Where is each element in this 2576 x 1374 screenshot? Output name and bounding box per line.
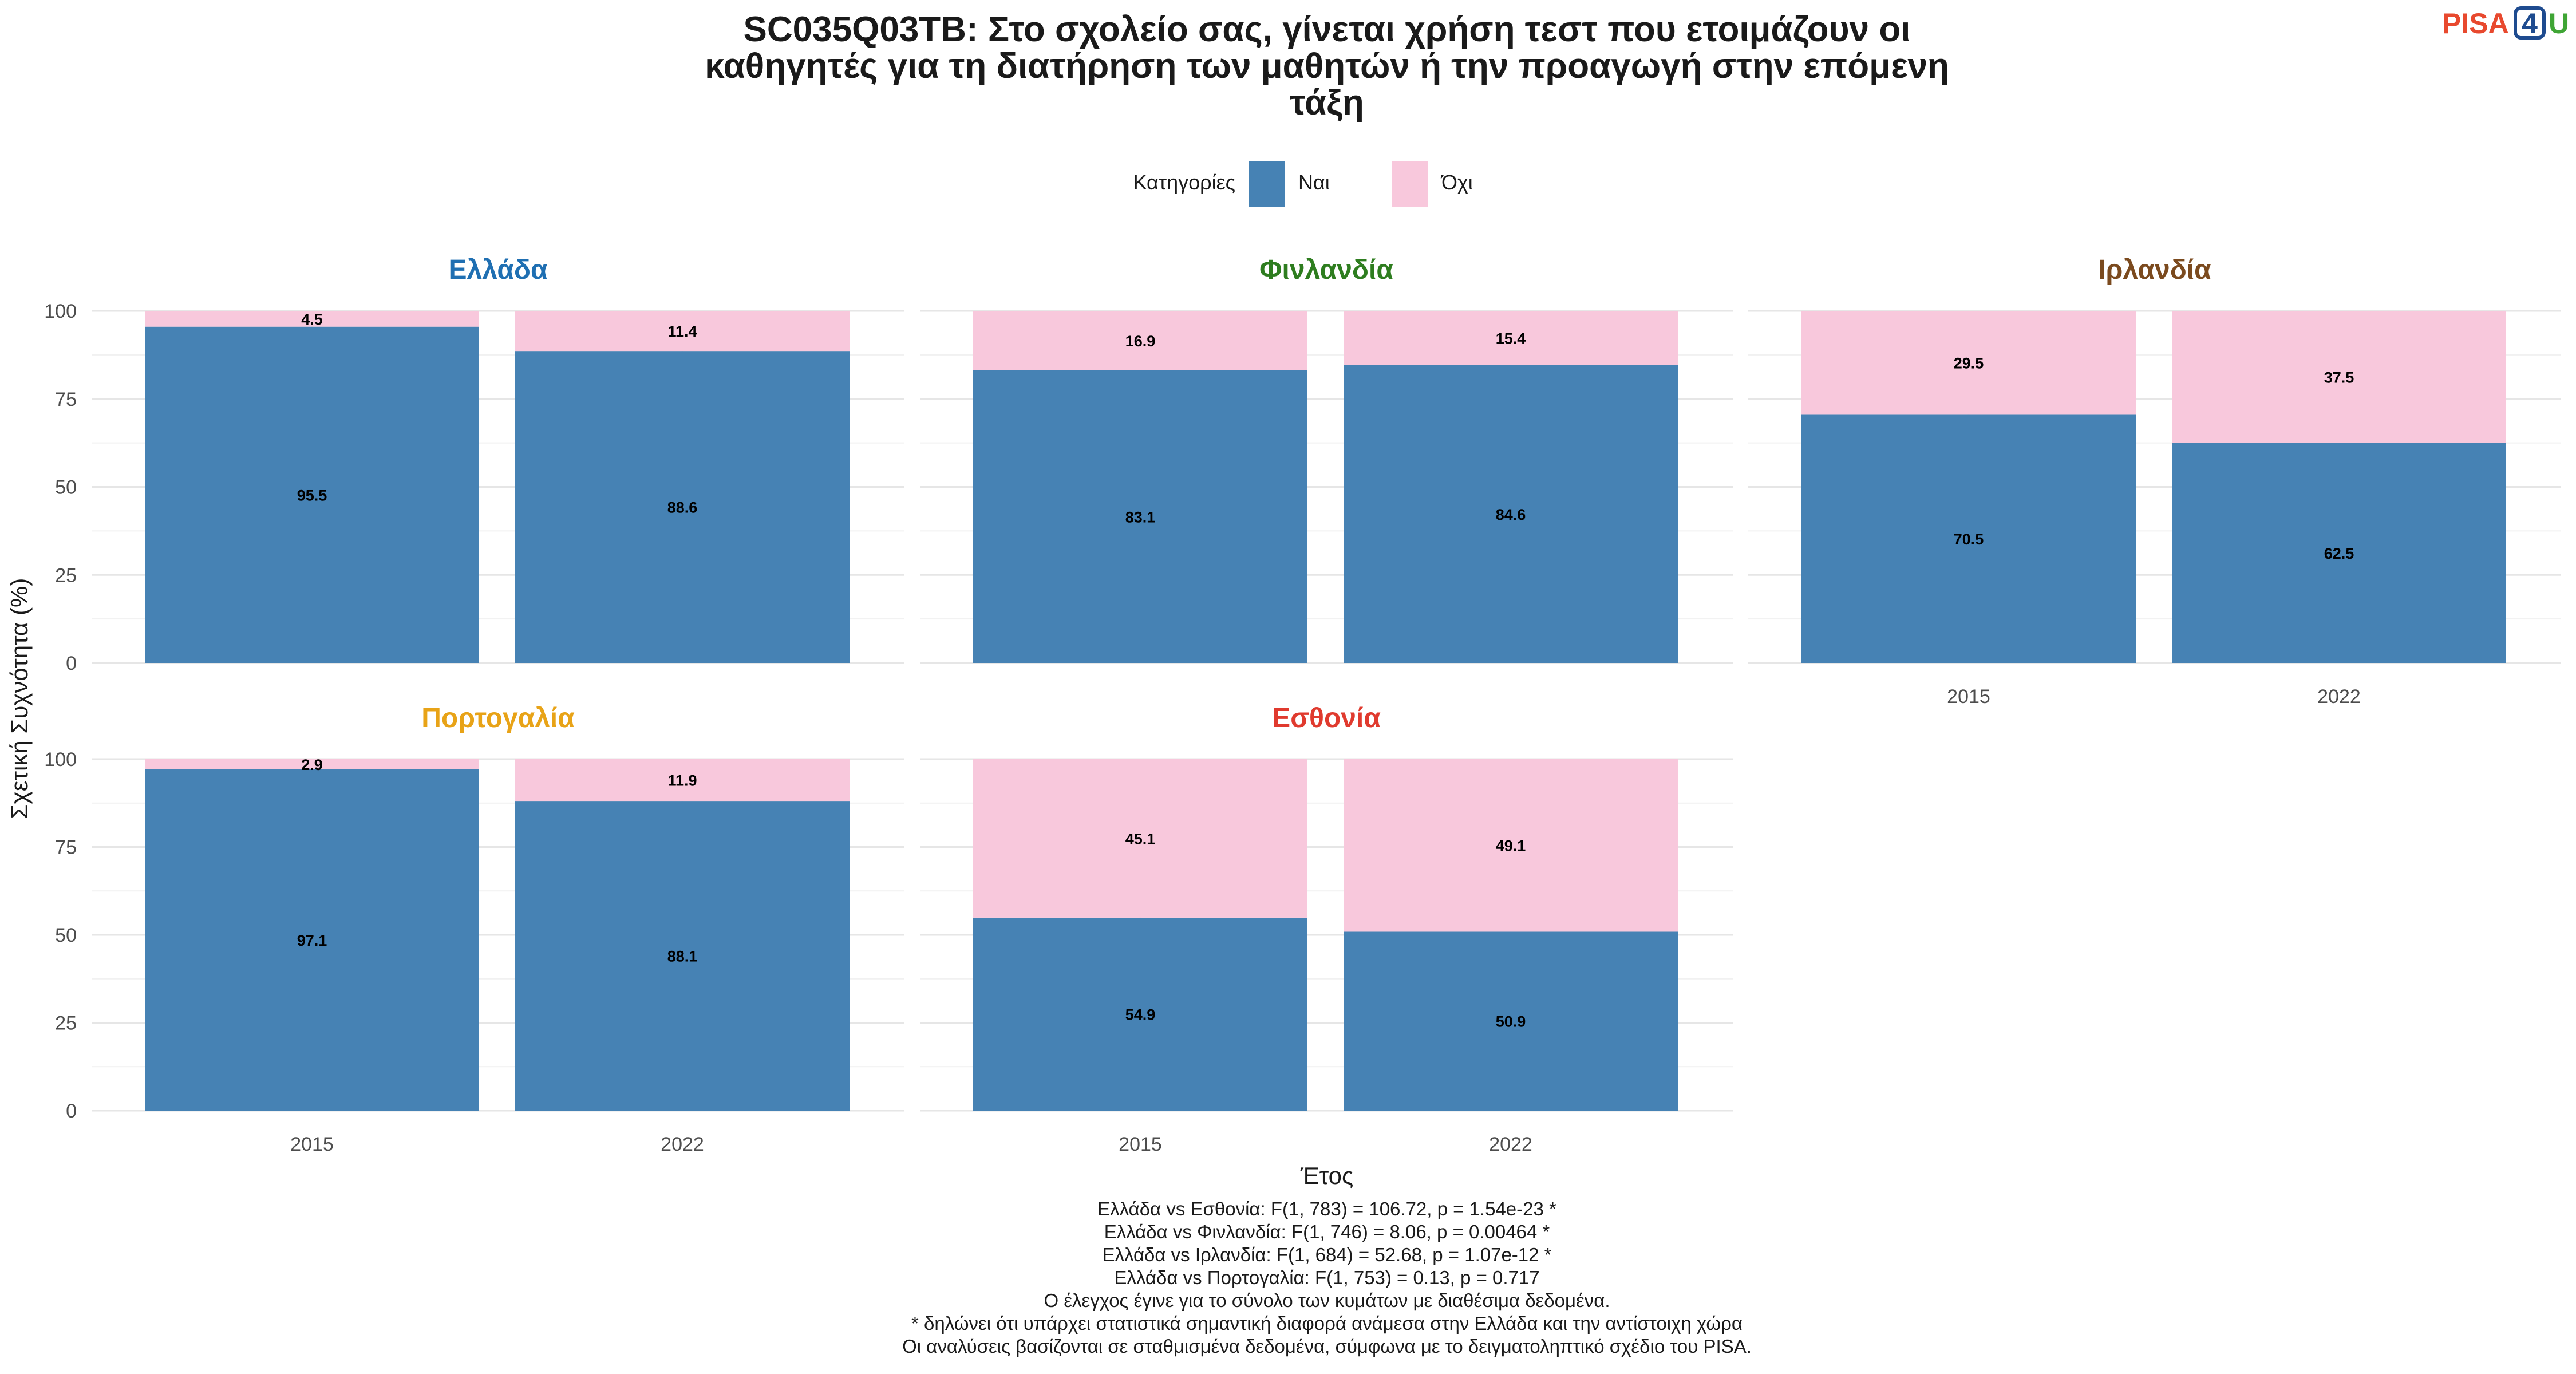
panel-title: Εσθονία (1272, 703, 1381, 733)
caption-line: Οι αναλύσεις βασίζονται σε σταθμισμένα δ… (902, 1336, 1752, 1357)
logo-text-u: U (2549, 7, 2569, 40)
panel-5: Εσθονία 54.9 45.1 2015 50.9 49.1 2022 (920, 703, 1733, 1155)
data-label-nai: 88.1 (667, 948, 698, 965)
chart-title-line: τάξη (1290, 83, 1364, 123)
bar-nai (1344, 365, 1678, 663)
x-tick-label: 2022 (661, 1134, 704, 1155)
data-label-oxi: 11.4 (667, 323, 697, 340)
data-label-nai: 83.1 (1125, 508, 1156, 526)
bar-nai (973, 370, 1307, 663)
y-tick-label: 25 (55, 564, 77, 586)
chart-title-line: SC035Q03TB: Στο σχολείο σας, γίνεται χρή… (744, 10, 1911, 49)
x-tick-label: 2022 (2317, 686, 2361, 708)
panel-title: Ελλάδα (449, 255, 548, 285)
caption-line: Ο έλεγχος έγινε για το σύνολο των κυμάτω… (1044, 1290, 1610, 1311)
legend-swatch-oxi (1392, 161, 1428, 207)
legend-swatch-nai (1249, 161, 1285, 207)
legend-label-nai: Ναι (1298, 171, 1330, 194)
panel-4: Πορτογαλία 0 25 50 75 100 97.1 2.9 2015 88.1 11.9 2… (44, 703, 904, 1155)
data-label-oxi: 11.9 (667, 772, 697, 789)
data-label-oxi: 4.5 (301, 311, 323, 328)
data-label-nai: 88.6 (667, 499, 698, 516)
bar-oxi (1801, 311, 2136, 415)
y-tick-label: 75 (55, 837, 77, 859)
data-label-nai: 97.1 (297, 932, 327, 949)
y-tick-label: 0 (66, 653, 77, 674)
bar-oxi (145, 311, 479, 327)
panel-title: Πορτογαλία (421, 703, 575, 733)
bar-oxi (973, 311, 1307, 370)
bar-nai (145, 326, 479, 663)
logo-box (2514, 6, 2546, 40)
data-label-nai: 84.6 (1496, 506, 1526, 523)
x-tick-label: 2022 (1489, 1134, 1532, 1155)
y-tick-label: 50 (55, 477, 77, 499)
bar-oxi (515, 759, 850, 802)
bar-nai (1801, 414, 2136, 663)
legend: Κατηγορίες Ναι Όχι (1133, 161, 1473, 207)
x-tick-label: 2015 (1119, 1134, 1162, 1155)
bar-nai (2172, 443, 2506, 663)
data-label-oxi: 29.5 (1954, 355, 1984, 372)
logo-text-4: 4 (2522, 7, 2538, 40)
y-axis-label: Σχετική Συχνότητα (%) (6, 578, 33, 819)
data-label-nai: 70.5 (1954, 531, 1984, 548)
chart-title-line: καθηγητές για τη διατήρηση των μαθητών ή… (705, 46, 1949, 86)
caption-line: Ελλάδα vs Εσθονία: F(1, 783) = 106.72, p… (1097, 1198, 1556, 1219)
bar-nai (515, 801, 850, 1111)
y-tick-label: 75 (55, 389, 77, 410)
legend-label-oxi: Όχι (1440, 171, 1473, 194)
data-label-oxi: 45.1 (1125, 830, 1156, 847)
data-label-nai: 95.5 (297, 487, 327, 504)
data-label-oxi: 49.1 (1496, 838, 1526, 855)
logo-text-pisa: PISA (2442, 7, 2509, 40)
bar-oxi (1344, 759, 1678, 932)
caption-line: Ελλάδα vs Πορτογαλία: F(1, 753) = 0.13, … (1114, 1267, 1539, 1288)
data-label-oxi: 2.9 (301, 756, 323, 773)
panel-title: Ιρλανδία (2098, 255, 2211, 285)
data-label-oxi: 37.5 (2324, 369, 2354, 386)
x-axis-label: Έτος (1300, 1162, 1354, 1189)
caption-line: * δηλώνει ότι υπάρχει στατιστικά σημαντι… (911, 1313, 1743, 1334)
y-tick-label: 0 (66, 1100, 77, 1122)
data-label-nai: 50.9 (1496, 1013, 1526, 1030)
caption-line: Ελλάδα vs Φινλανδία: F(1, 746) = 8.06, p… (1104, 1221, 1550, 1242)
data-label-oxi: 15.4 (1496, 330, 1526, 347)
caption-line: Ελλάδα vs Ιρλανδία: F(1, 684) = 52.68, p… (1102, 1244, 1551, 1265)
panel-3: Ιρλανδία 70.5 29.5 2015 62.5 37.5 2022 (1748, 255, 2561, 708)
chart-caption: Ελλάδα vs Εσθονία: F(1, 783) = 106.72, p… (902, 1198, 1752, 1357)
bar-oxi (2172, 311, 2506, 443)
data-label-nai: 62.5 (2324, 545, 2354, 562)
panel-title: Φινλανδία (1259, 255, 1393, 285)
bar-nai (515, 351, 850, 663)
chart-title: SC035Q03TB: Στο σχολείο σας, γίνεται χρή… (705, 10, 1949, 123)
facet-panels: Ελλάδα 0 25 50 75 100 95.5 4.5 88.6 11.4 Φινλανδία… (44, 255, 2561, 1155)
data-label-nai: 54.9 (1125, 1006, 1156, 1023)
panel-1: Ελλάδα 0 25 50 75 100 95.5 4.5 88.6 11.4 (44, 255, 904, 674)
panel-2: Φινλανδία 83.1 16.9 84.6 15.4 (920, 255, 1733, 664)
data-label-oxi: 16.9 (1125, 333, 1156, 350)
y-tick-label: 50 (55, 925, 77, 946)
x-tick-label: 2015 (290, 1134, 334, 1155)
y-tick-label: 100 (44, 301, 77, 322)
legend-title: Κατηγορίες (1133, 171, 1235, 194)
y-tick-label: 25 (55, 1013, 77, 1035)
x-tick-label: 2015 (1947, 686, 1990, 708)
bar-oxi (515, 311, 850, 352)
bar-nai (973, 917, 1307, 1111)
bar-oxi (145, 759, 479, 769)
bar-oxi (1344, 311, 1678, 365)
bar-nai (145, 769, 479, 1111)
pisa4u-logo: PISA 4 U (2442, 6, 2569, 40)
bar-oxi (973, 759, 1307, 918)
bar-nai (1344, 931, 1678, 1111)
y-tick-label: 100 (44, 749, 77, 771)
